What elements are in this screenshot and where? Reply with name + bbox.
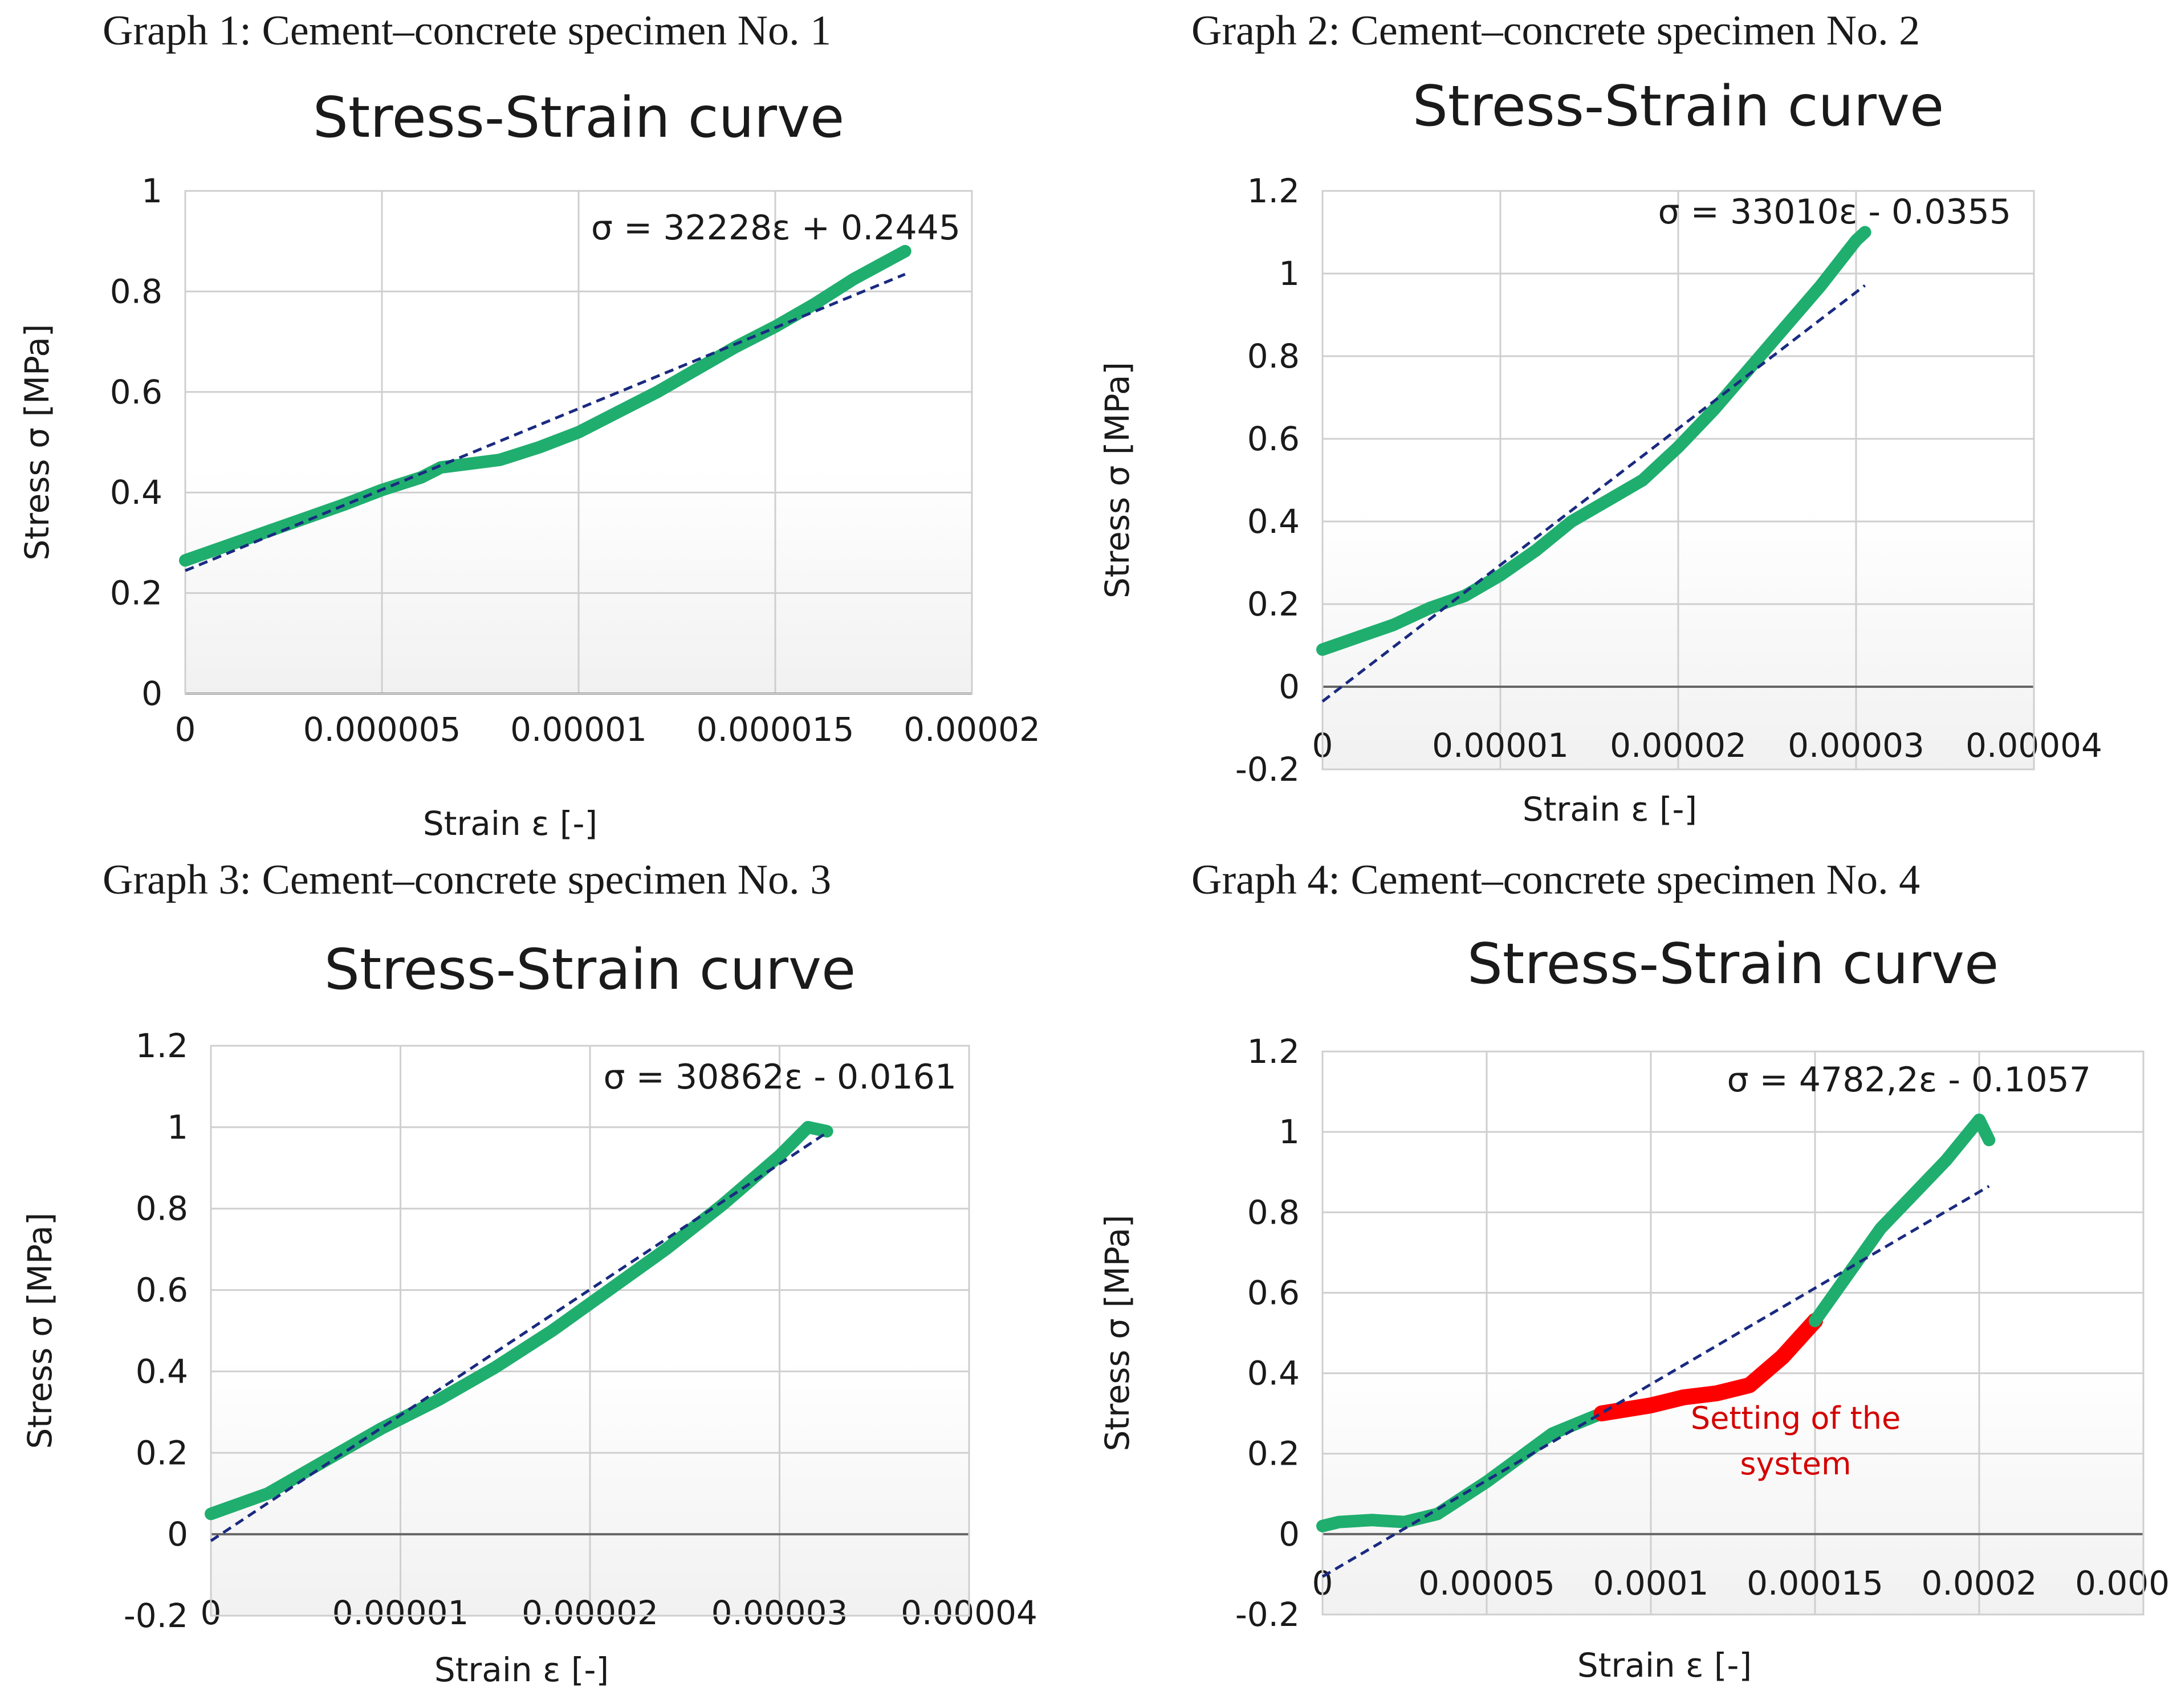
- chart-caption: Graph 3: Cement–concrete specimen No. 3: [103, 857, 832, 903]
- y-axis-label: Stress σ [MPa]: [18, 324, 56, 560]
- y-tick-label: 0.2: [110, 574, 162, 613]
- y-axis-label: Stress σ [MPa]: [1098, 362, 1137, 598]
- x-axis-label: Strain ε [-]: [423, 804, 597, 843]
- plot-border: [184, 190, 973, 695]
- x-tick-label: 0.00003: [711, 1593, 848, 1632]
- x-tick-label: 0.00005: [1418, 1564, 1555, 1603]
- x-tick-label: 0.0002: [1922, 1564, 2037, 1603]
- y-tick-label: 0.6: [110, 373, 162, 411]
- stress-strain-chart-2: Stress-Strain curve 0 0.00001 0.00002 0.0000…: [1098, 74, 2102, 829]
- y-tick-label: 0.8: [136, 1189, 188, 1228]
- y-tick-label: -0.2: [1235, 750, 1300, 789]
- plot-border: [1321, 1050, 2145, 1616]
- chart-title: Stress-Strain curve: [1467, 932, 1999, 997]
- chart-caption: Graph 1: Cement–concrete specimen No. 1: [103, 7, 832, 54]
- y-tick-label: 0.2: [1247, 585, 1300, 623]
- trendline: [1321, 1185, 1990, 1578]
- plot-border: [1321, 190, 2035, 771]
- x-tick-label: 0.00002: [522, 1593, 658, 1632]
- y-tick-label: 0: [1279, 1515, 1300, 1554]
- y-axis-label: Stress σ [MPa]: [21, 1212, 59, 1449]
- trendline-equation: σ = 33010ε - 0.0355: [1658, 192, 2011, 232]
- x-tick-label: 0: [175, 710, 196, 749]
- x-axis-label: Strain ε [-]: [1523, 790, 1697, 829]
- y-tick-label: 0.4: [110, 473, 162, 512]
- y-tick-label: 1.2: [1247, 1032, 1300, 1071]
- y-tick-label: 0.8: [1247, 1193, 1300, 1232]
- y-axis-label: Stress σ [MPa]: [1098, 1214, 1137, 1451]
- x-tick-label: 0.000015: [697, 710, 854, 749]
- x-tick-label: 0.00025: [2075, 1564, 2172, 1603]
- y-tick-label: 0.4: [1247, 502, 1300, 541]
- y-tick-label: 0.6: [1247, 1273, 1300, 1312]
- y-tick-label: 0.8: [1247, 337, 1300, 376]
- y-tick-label: 0.2: [1247, 1434, 1300, 1473]
- x-tick-label: 0.00003: [1788, 726, 1924, 765]
- plot-area: [1323, 1051, 2143, 1615]
- setting-series-line: [1593, 1312, 1823, 1422]
- stress-strain-chart-4: Stress-Strain curve 0 0.00005 0.0001 0.00015…: [1098, 932, 2172, 1685]
- chart-caption: Graph 2: Cement–concrete specimen No. 2: [1191, 7, 1920, 54]
- trendline: [185, 272, 906, 572]
- data-series-line: [1316, 226, 1871, 656]
- chart-title: Stress-Strain curve: [1413, 74, 1944, 139]
- trendline-equation: σ = 32228ε + 0.2445: [591, 208, 961, 248]
- trendline-equation: σ = 4782,2ε - 0.1057: [1727, 1060, 2091, 1100]
- chart-panel-1: Graph 1: Cement–concrete specimen No. 1 …: [0, 0, 1083, 843]
- stress-strain-chart-1: Stress-Strain curve 0 0.000005 0.00001 0.000…: [18, 85, 1040, 843]
- y-tick-label: 0.8: [110, 272, 162, 311]
- x-tick-label: 0.000005: [303, 710, 461, 749]
- x-axis-label: Strain ε [-]: [434, 1650, 609, 1689]
- y-tick-label: 0: [1279, 667, 1300, 706]
- chart-title: Stress-Strain curve: [313, 85, 845, 150]
- chart-panel-3: Graph 3: Cement–concrete specimen No. 3 …: [0, 849, 1083, 1693]
- trendline: [210, 1131, 828, 1542]
- x-tick-label: 0.0001: [1593, 1564, 1709, 1603]
- y-tick-label: 0.4: [136, 1352, 188, 1391]
- x-tick-label: 0.00001: [510, 710, 647, 749]
- setting-annotation: system: [1740, 1446, 1851, 1482]
- y-tick-label: 0: [167, 1515, 188, 1554]
- y-tick-label: 1.2: [1247, 172, 1300, 210]
- x-tick-label: 0.00002: [1610, 726, 1747, 765]
- data-series-line: [205, 1120, 833, 1521]
- y-tick-label: 0.4: [1247, 1354, 1300, 1393]
- data-series-line: [1316, 1407, 1608, 1532]
- stress-strain-chart-3: Stress-Strain curve 0 0.00001 0.00002 0.0000…: [21, 937, 1037, 1689]
- setting-annotation: Setting of the: [1691, 1400, 1901, 1436]
- chart-panel-2: Graph 2: Cement–concrete specimen No. 2 …: [1089, 0, 2172, 843]
- y-tick-label: 0: [141, 674, 162, 713]
- plot-border: [210, 1045, 970, 1617]
- y-tick-label: 0.6: [136, 1271, 188, 1310]
- y-tick-label: 1: [1279, 1112, 1300, 1151]
- y-tick-label: 0.2: [136, 1433, 188, 1472]
- trendline: [1321, 284, 1866, 703]
- data-series-line: [1809, 1114, 1996, 1327]
- y-tick-label: 1: [167, 1108, 188, 1147]
- x-tick-label: 0.00001: [332, 1593, 469, 1632]
- x-tick-label: 0.00001: [1432, 726, 1569, 765]
- chart-caption: Graph 4: Cement–concrete specimen No. 4: [1191, 857, 1920, 903]
- x-tick-label: 0.00002: [904, 710, 1040, 749]
- x-tick-label: 0.00015: [1747, 1564, 1883, 1603]
- y-tick-label: -0.2: [124, 1596, 188, 1635]
- chart-panel-4: Graph 4: Cement–concrete specimen No. 4 …: [1089, 849, 2172, 1693]
- y-tick-label: -0.2: [1235, 1595, 1300, 1634]
- y-tick-label: 1: [141, 172, 162, 210]
- x-axis-label: Strain ε [-]: [1577, 1646, 1752, 1685]
- chart-title: Stress-Strain curve: [324, 937, 856, 1002]
- y-tick-label: 1.2: [136, 1026, 188, 1065]
- y-tick-label: 0.6: [1247, 419, 1300, 458]
- y-tick-label: 1: [1279, 254, 1300, 293]
- trendline-equation: σ = 30862ε - 0.0161: [604, 1057, 957, 1097]
